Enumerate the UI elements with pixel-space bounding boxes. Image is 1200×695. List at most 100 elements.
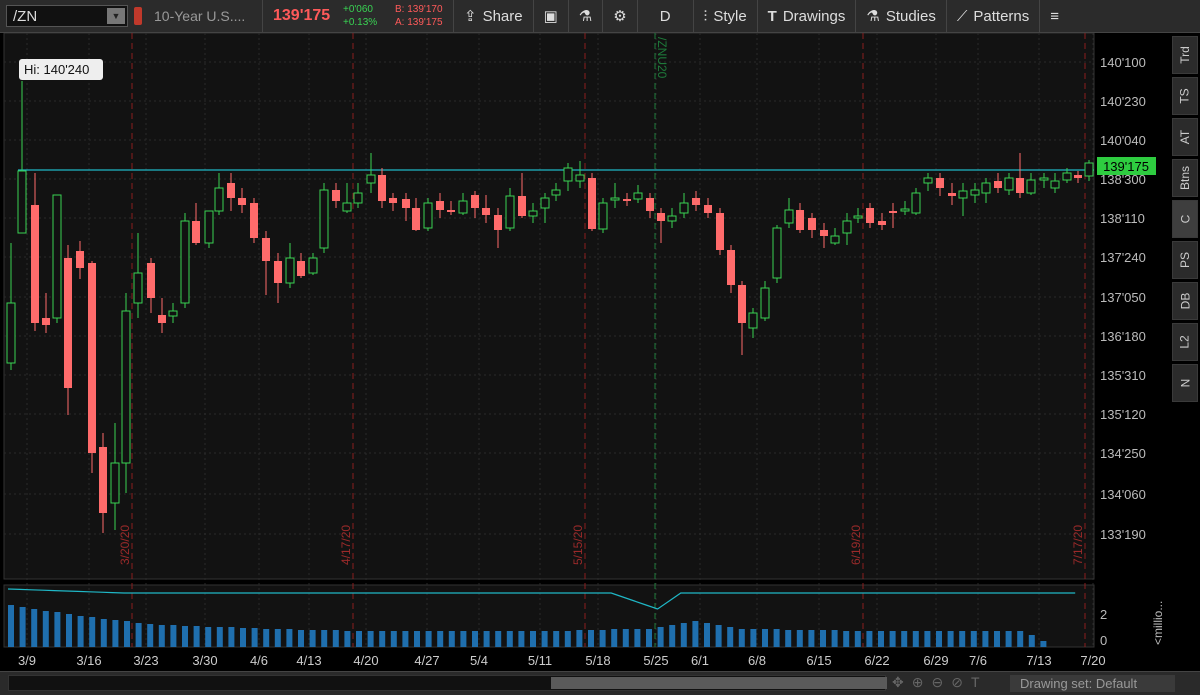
volume-bar (402, 631, 409, 647)
right-tab-panel: Trd TS AT Btns C PS DB L2 N (1172, 36, 1198, 405)
tab-trd[interactable]: Trd (1172, 36, 1198, 74)
candle-body-up (760, 287, 770, 319)
volume-bar (298, 630, 304, 647)
price-chart[interactable]: 140'100 140'230 140'040 138'300 138'110 137'2… (0, 32, 1200, 671)
candle-body-up (1039, 177, 1049, 181)
volume-bar (982, 631, 989, 647)
volume-bar (182, 626, 188, 647)
volume-bar (936, 631, 942, 647)
candle-body-down (518, 196, 526, 216)
volume-panel (3, 584, 1095, 648)
drawing-set-selector[interactable]: Drawing set: Default (1010, 675, 1175, 692)
symbol-description: 10-Year U.S.... (154, 8, 246, 24)
date-tick-label: 5/4 (470, 653, 488, 668)
volume-unit-label: <millio... (1151, 601, 1165, 645)
candle-body-down (447, 210, 455, 212)
chevron-down-icon[interactable]: ▼ (107, 8, 125, 24)
candle-body-up (1050, 180, 1060, 189)
alert-button[interactable]: ▣ (534, 0, 568, 33)
volume-bar (286, 629, 293, 647)
settings-button[interactable]: ⚙ (603, 0, 636, 33)
volume-bar (727, 627, 734, 647)
tab-db[interactable]: DB (1172, 282, 1198, 320)
candle-body-down (88, 263, 96, 453)
drag-icon[interactable]: ✥ (892, 674, 904, 690)
volume-bar (611, 629, 618, 647)
share-button[interactable]: ⇪ Share (454, 0, 533, 33)
text-icon[interactable]: T (970, 674, 980, 690)
zoom-controls: ✥ ⊕ ⊖ ⊘ T (892, 674, 980, 691)
tab-ps[interactable]: PS (1172, 241, 1198, 279)
chart-area[interactable]: 140'100 140'230 140'040 138'300 138'110 137'2… (0, 32, 1200, 671)
volume-bar (321, 630, 328, 647)
volume-tick-label: 0 (1100, 633, 1107, 648)
tab-n[interactable]: N (1172, 364, 1198, 402)
volume-bar (472, 631, 478, 647)
volume-average-line (7, 588, 1076, 610)
date-tick-label: 4/27 (414, 653, 439, 668)
volume-bar (866, 631, 873, 647)
patterns-label: Patterns (973, 7, 1030, 25)
price-tick-label: 138'110 (1100, 211, 1145, 226)
volume-bar (959, 631, 966, 647)
timeframe-button[interactable]: D (638, 0, 693, 33)
candle-body-up (204, 210, 214, 244)
candle-body-up (853, 215, 863, 219)
link-color-tag[interactable] (134, 7, 142, 25)
candle-body-up (981, 182, 991, 194)
date-tick-label: 6/1 (691, 653, 709, 668)
candle-body-down (808, 218, 816, 230)
candle-body-down (1074, 175, 1082, 178)
lab-button[interactable]: ⚗ (569, 0, 602, 33)
volume-bar (622, 629, 629, 647)
tab-at[interactable]: AT (1172, 118, 1198, 156)
tab-ts[interactable]: TS (1172, 77, 1198, 115)
candle-body-up (308, 257, 318, 274)
zoom-in-icon[interactable]: ⊕ (911, 674, 924, 690)
style-button[interactable]: ⫶ Style (694, 0, 757, 33)
price-tick-label: 134'060 (1100, 487, 1146, 502)
volume-bar (889, 631, 896, 647)
tab-c[interactable]: C (1172, 200, 1198, 238)
zoom-out-icon[interactable]: ⊖ (931, 674, 944, 690)
studies-button[interactable]: ⚗ Studies (856, 0, 946, 33)
horizontal-scrollbar[interactable] (8, 675, 887, 691)
price-tick-label: 140'230 (1100, 94, 1146, 109)
date-tick-label: 5/25 (643, 653, 668, 668)
volume-bar (634, 629, 641, 647)
candle-body-down (878, 221, 886, 225)
date-tick-label: 6/15 (806, 653, 831, 668)
symbol-input[interactable]: /ZN ▼ (6, 5, 128, 27)
volume-bar (750, 629, 757, 647)
share-label: Share (482, 7, 523, 25)
price-tick-label: 133'190 (1100, 527, 1146, 542)
tab-label: Trd (1178, 46, 1192, 64)
candle-body-down (76, 251, 84, 268)
scroll-thumb[interactable] (551, 677, 887, 689)
candle-body-down (64, 258, 72, 388)
volume-bar (228, 627, 235, 647)
volume-bar (518, 631, 525, 647)
candle-body-down (657, 213, 665, 221)
tab-btns[interactable]: Btns (1172, 159, 1198, 197)
candle-body-up (180, 220, 190, 304)
date-tick-label: 3/30 (192, 653, 217, 668)
candle-body-up (923, 177, 933, 184)
date-tick-label: 3/16 (76, 653, 101, 668)
candle-body-up (319, 189, 329, 249)
drawings-button[interactable]: T Drawings (758, 0, 856, 33)
candle-body-down (471, 195, 479, 208)
volume-bar (309, 630, 316, 647)
tab-l2[interactable]: L2 (1172, 323, 1198, 361)
candle-body-down (412, 208, 420, 230)
candle-body-up (900, 208, 910, 212)
bottom-bar: ✥ ⊕ ⊖ ⊘ T Drawing set: Default (0, 671, 1200, 695)
candle-body-up (610, 197, 620, 201)
alert-icon: ▣ (543, 8, 558, 25)
candle-body-up (423, 202, 433, 229)
volume-bar (19, 607, 26, 647)
menu-button[interactable]: ≡ (1040, 0, 1069, 33)
volume-bar (205, 627, 212, 647)
patterns-button[interactable]: ⟋ Patterns (947, 0, 1039, 33)
reset-icon[interactable]: ⊘ (951, 674, 963, 690)
